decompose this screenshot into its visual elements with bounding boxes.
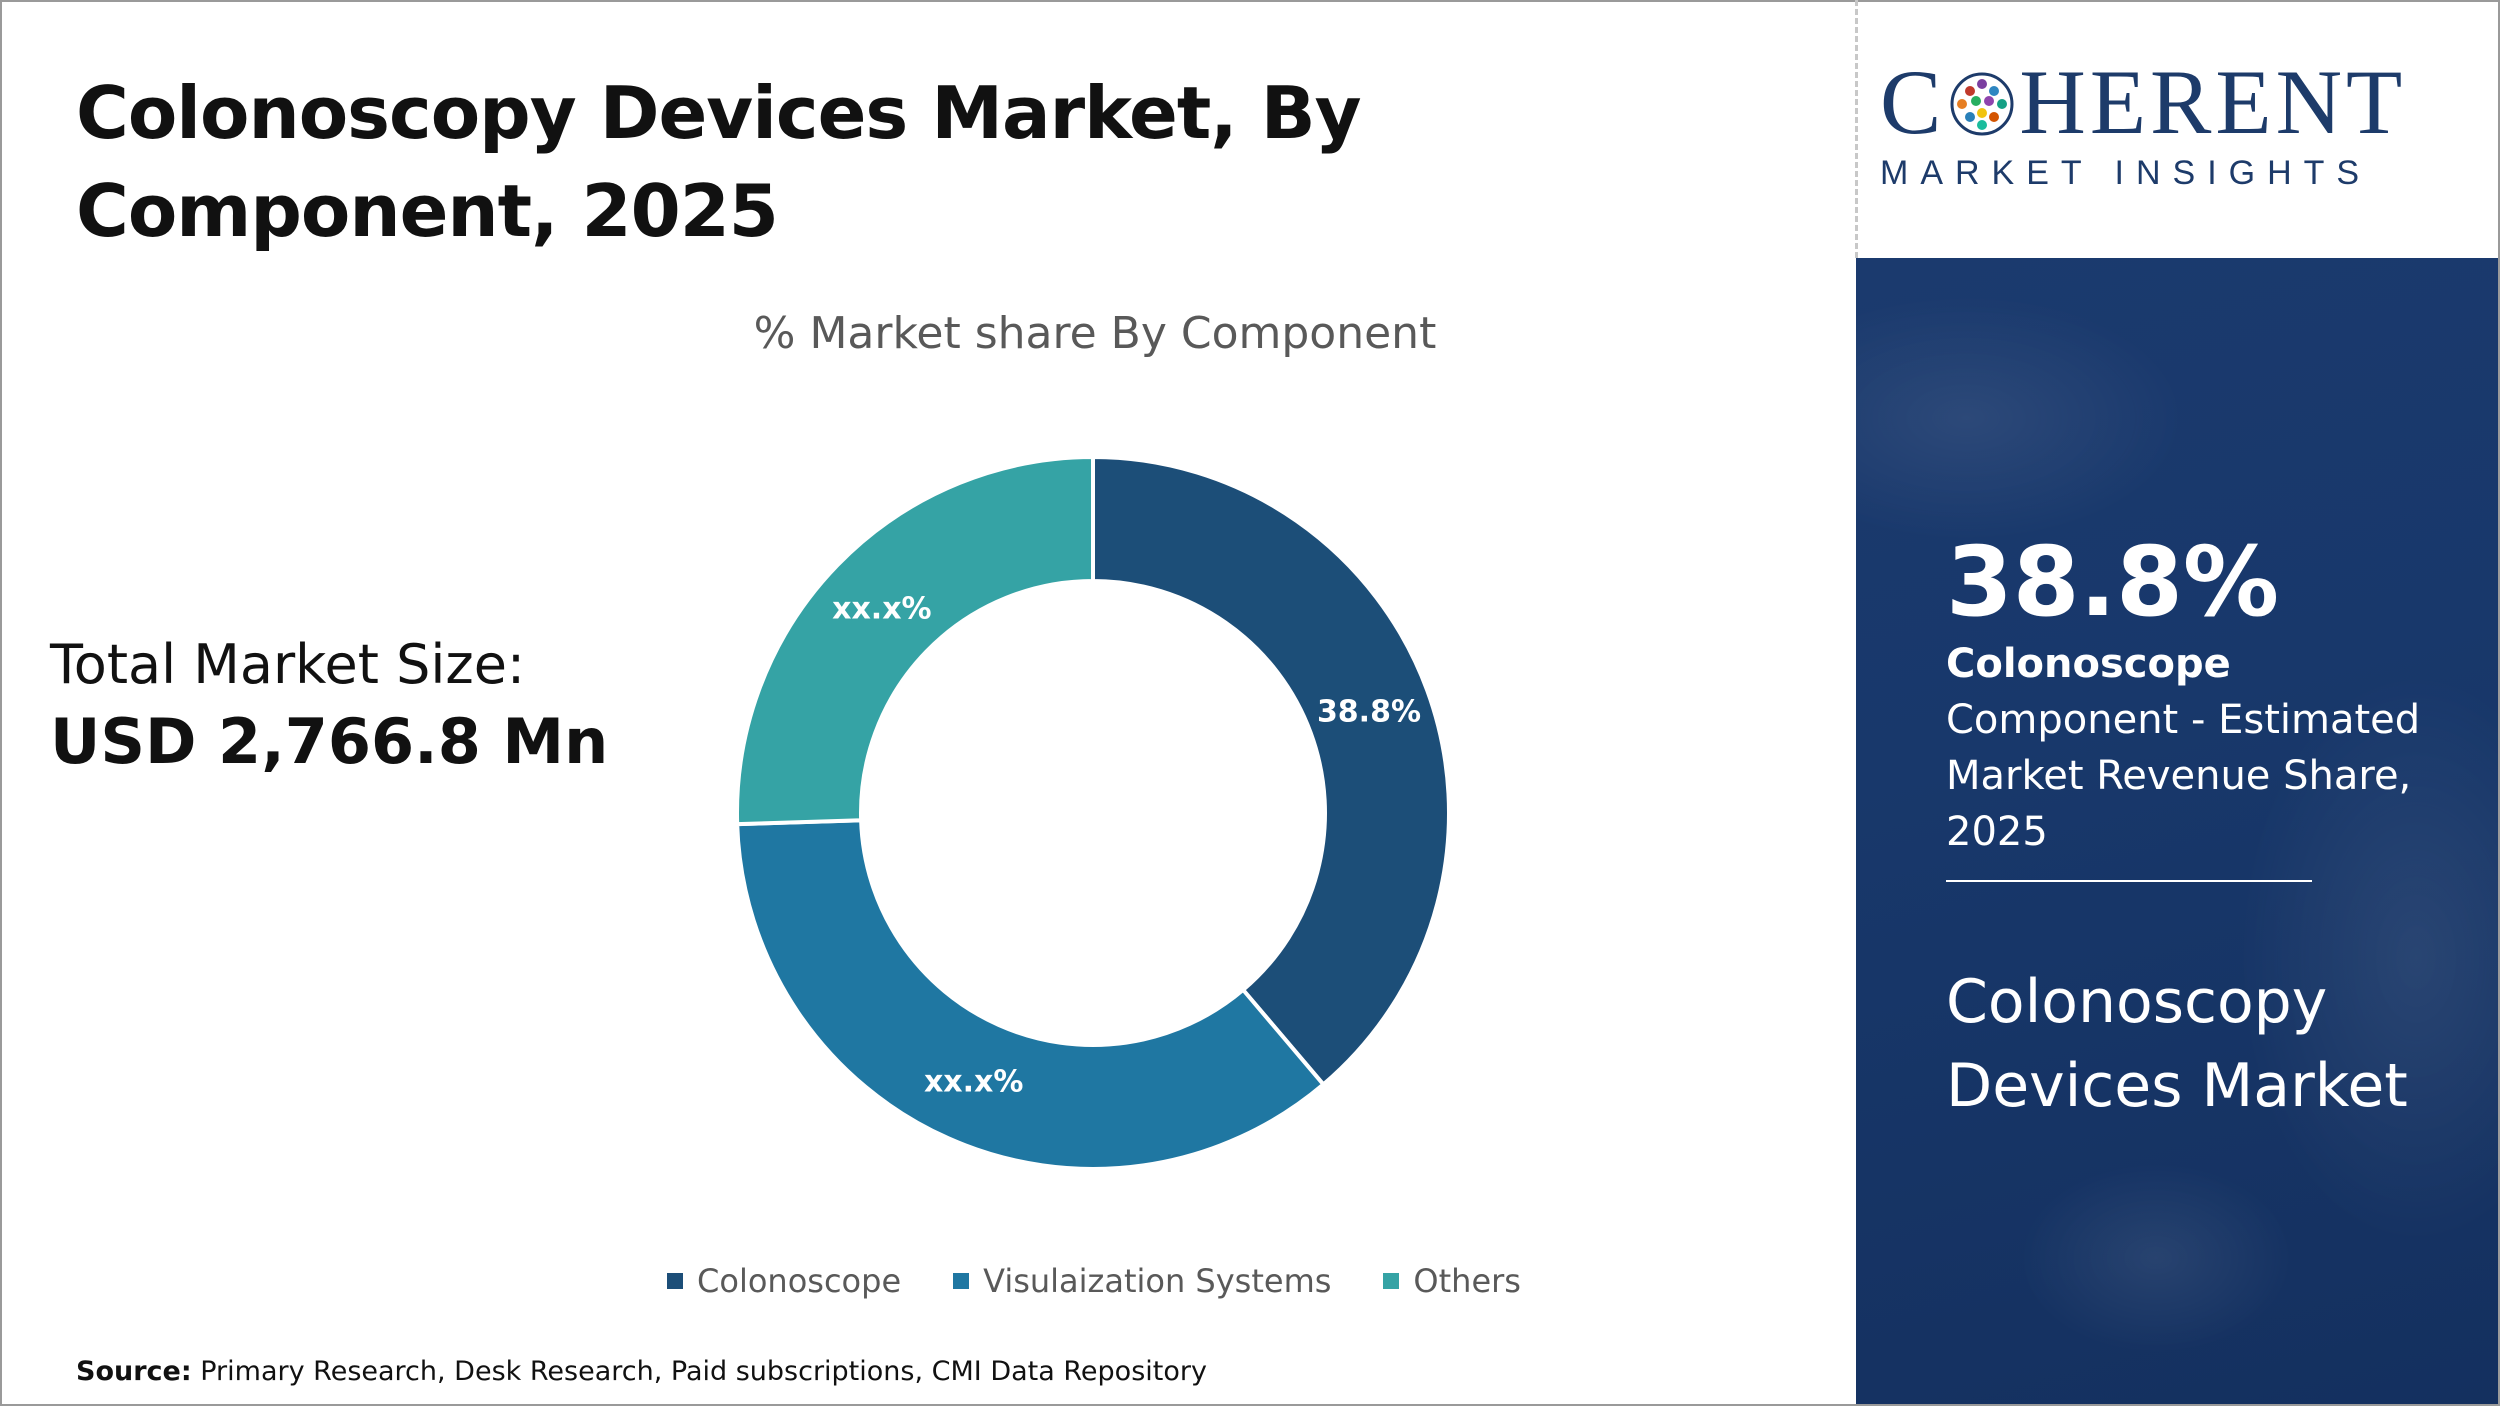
logo-letter-c: C bbox=[1880, 51, 1946, 153]
legend-label: Colonoscope bbox=[697, 1262, 902, 1300]
legend-label: Visulaization Systems bbox=[983, 1262, 1332, 1300]
legend-item-others: Others bbox=[1383, 1262, 1521, 1300]
chart-legend: Colonoscope Visulaization Systems Others bbox=[0, 1262, 2188, 1300]
total-market-value: USD 2,766.8 Mn bbox=[50, 705, 609, 778]
legend-swatch bbox=[667, 1273, 684, 1289]
legend-item-colonoscope: Colonoscope bbox=[667, 1262, 901, 1300]
market-name: Colonoscopy Devices Market bbox=[1946, 967, 2408, 1121]
highlight-value: 38.8% bbox=[1946, 526, 2280, 638]
source-text: Primary Research, Desk Research, Paid su… bbox=[200, 1356, 1207, 1387]
source-note: Source: Primary Research, Desk Research,… bbox=[76, 1356, 1207, 1387]
logo-dots-icon bbox=[1949, 56, 2015, 136]
legend-swatch bbox=[953, 1273, 970, 1289]
chart-title: % Market share By Component bbox=[753, 308, 1437, 359]
total-market-label: Total Market Size: bbox=[50, 633, 526, 696]
logo-subtitle: MARKET INSIGHTS bbox=[1880, 154, 2372, 192]
source-label: Source: bbox=[76, 1356, 192, 1387]
highlight-segment: Colonoscope bbox=[1946, 641, 2231, 687]
logo-letters-herent: HERENT bbox=[2019, 51, 2407, 153]
slice-label-others: xx.x% bbox=[832, 591, 932, 626]
highlight-description: Colonoscope Component - Estimated Market… bbox=[1946, 636, 2466, 860]
brand-logo: C HERENT MARKET INSIGHTS bbox=[1880, 52, 2480, 202]
highlight-desc-rest: Component - Estimated Market Revenue Sha… bbox=[1946, 697, 2421, 855]
donut-slice-visulaization-systems bbox=[735, 818, 1327, 1171]
legend-item-visulaization-systems: Visulaization Systems bbox=[953, 1262, 1331, 1300]
page-title: Colonoscopy Devices Market, By Component… bbox=[76, 71, 1362, 253]
logo-wordmark: C HERENT bbox=[1880, 52, 2480, 152]
donut-slice-others bbox=[735, 454, 1095, 827]
slice-label-visulaization-systems: xx.x% bbox=[924, 1065, 1024, 1100]
header-divider bbox=[1855, 0, 1858, 258]
panel-texture bbox=[1856, 258, 2498, 1404]
slice-label-colonoscope: 38.8% bbox=[1317, 695, 1421, 730]
highlight-panel: 38.8% Colonoscope Component - Estimated … bbox=[1856, 258, 2498, 1404]
highlight-rule bbox=[1946, 880, 2312, 882]
legend-swatch bbox=[1383, 1273, 1400, 1289]
donut-slice-colonoscope bbox=[1091, 454, 1451, 1088]
legend-label: Others bbox=[1413, 1262, 1521, 1300]
